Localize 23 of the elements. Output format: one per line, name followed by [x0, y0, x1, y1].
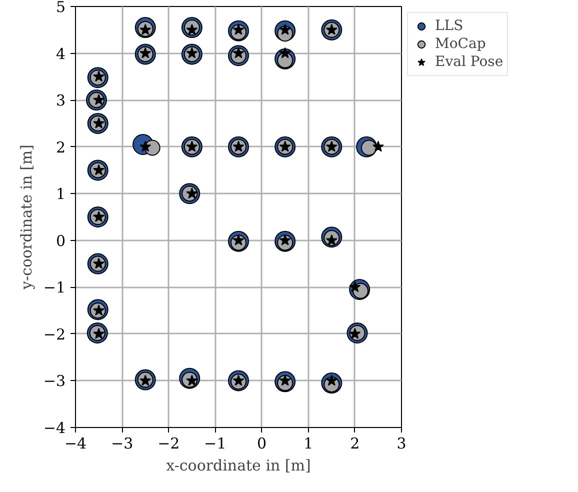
x-tick-label: 2 — [350, 434, 360, 452]
y-tick-label: 3 — [56, 92, 66, 110]
x-tick-label: −1 — [204, 434, 226, 452]
y-tick-label: −1 — [43, 278, 66, 297]
y-tick-label: 0 — [56, 232, 66, 250]
legend-label: MoCap — [435, 35, 486, 53]
y-tick-label: 1 — [56, 185, 66, 204]
y-tick-label: −4 — [43, 419, 66, 437]
y-tick-label: 2 — [56, 138, 66, 156]
legend-label: Eval Pose — [435, 53, 504, 71]
y-tick-label: 4 — [56, 44, 66, 63]
legend-label: LLS — [435, 17, 464, 35]
y-tick-label: −2 — [43, 325, 66, 344]
x-tick-label: −2 — [158, 434, 180, 452]
x-tick-label: 0 — [257, 434, 267, 452]
x-axis-title: x-coordinate in [m] — [166, 456, 311, 474]
y-axis-title: y-coordinate in [m] — [17, 144, 36, 290]
x-tick-label: 1 — [304, 434, 314, 452]
x-tick-label: 3 — [396, 434, 406, 452]
x-tick-label: −3 — [111, 434, 134, 452]
y-tick-label: −3 — [43, 372, 66, 390]
point — [372, 140, 384, 152]
y-tick-label: 5 — [56, 0, 66, 16]
